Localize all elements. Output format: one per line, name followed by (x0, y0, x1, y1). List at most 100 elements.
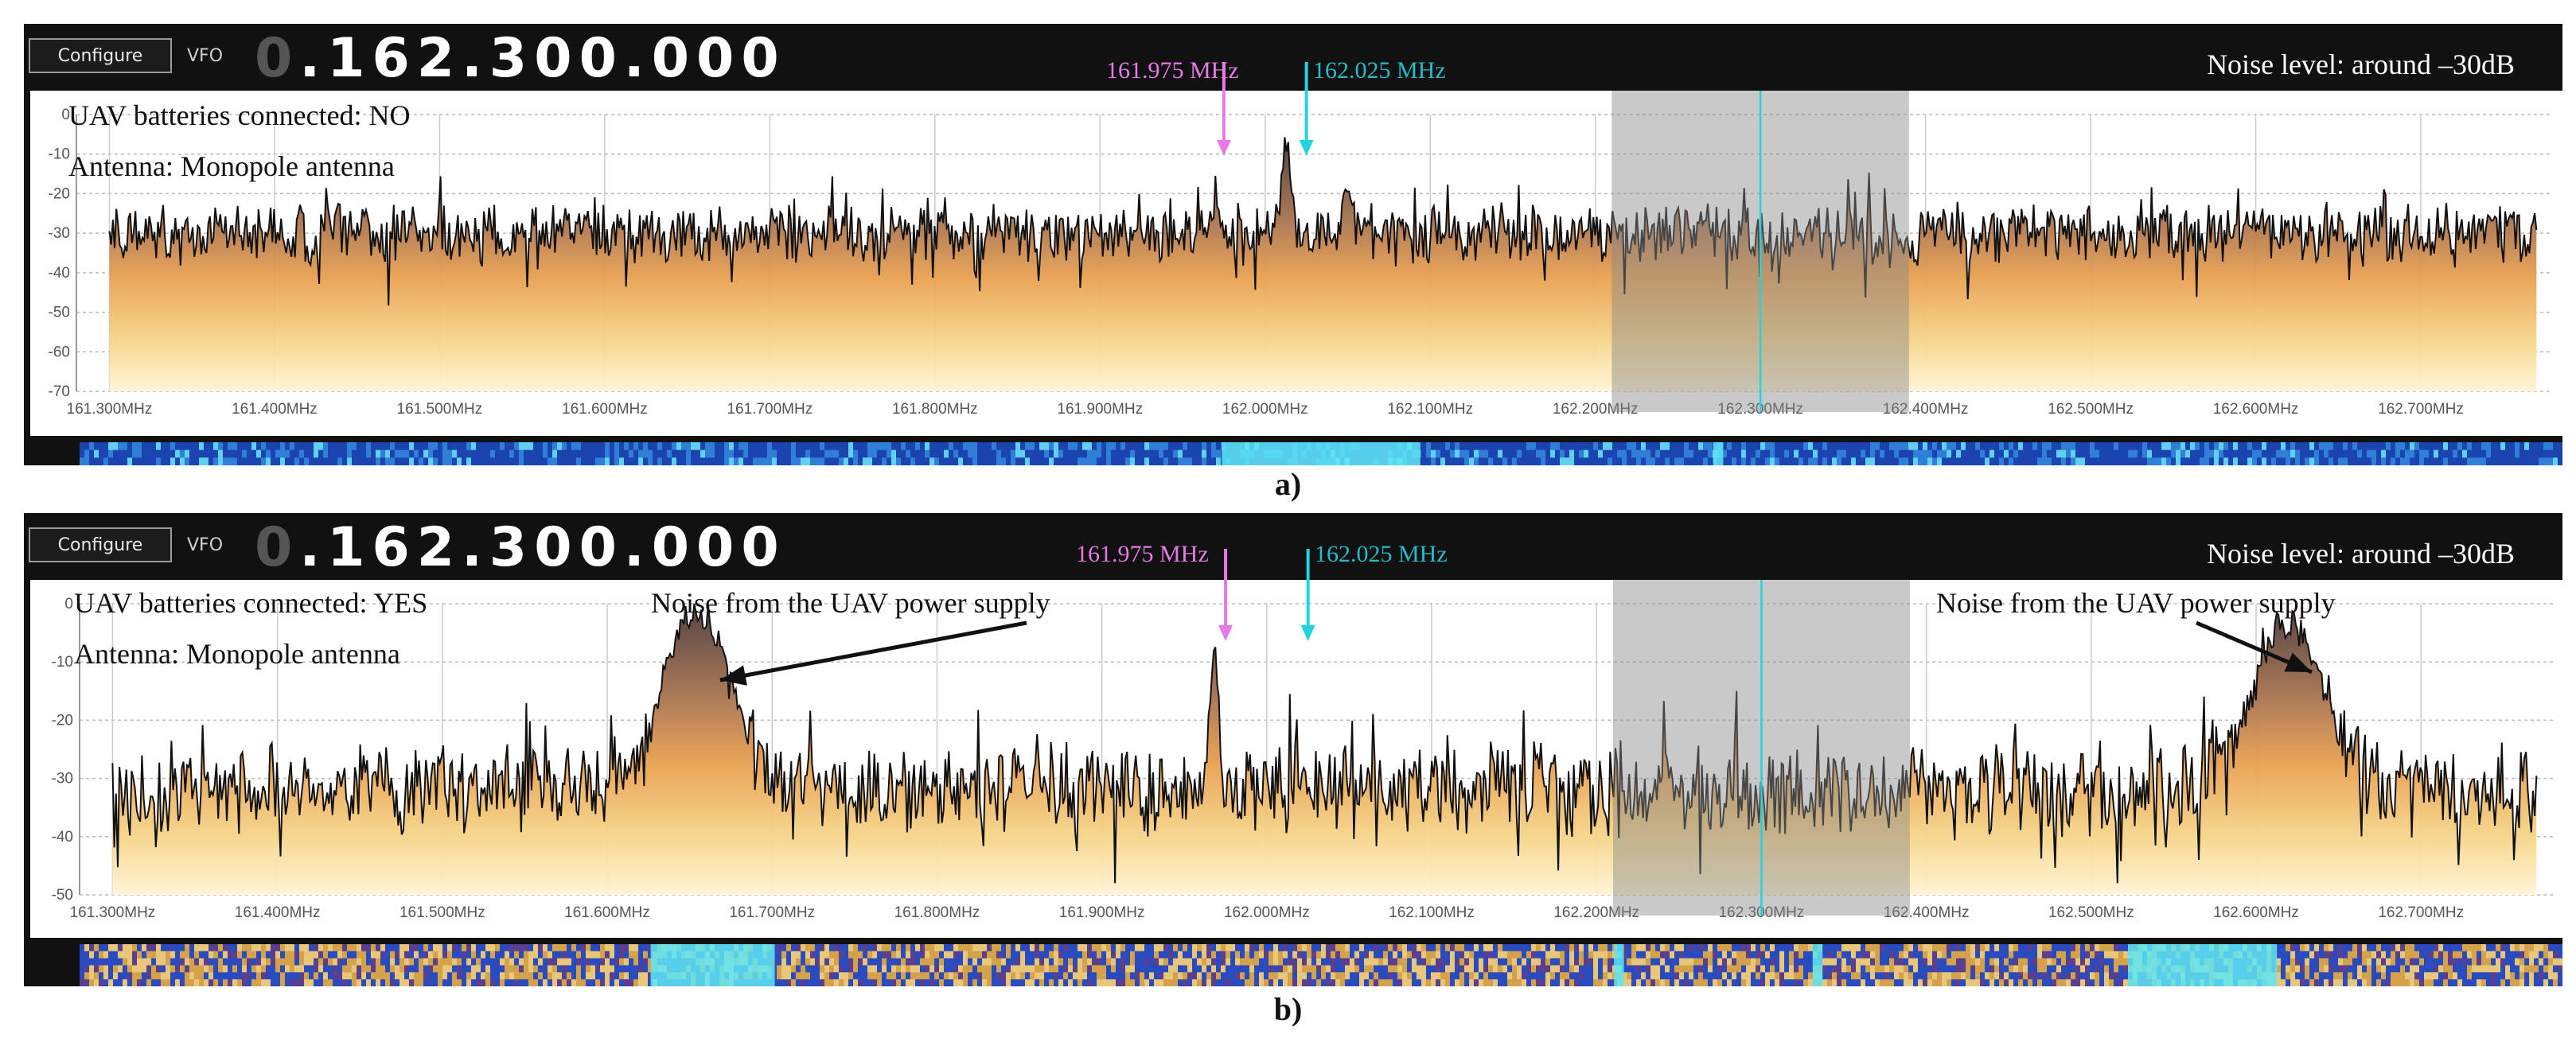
waterfall-cell (1693, 958, 1699, 966)
waterfall-cell (1407, 951, 1413, 959)
waterfall-cell (347, 449, 353, 458)
waterfall-cell (1378, 944, 1384, 952)
vfo-frequency[interactable]: 0.162.300.000 (255, 516, 786, 579)
waterfall-cell (710, 442, 715, 451)
waterfall-cell (1569, 972, 1575, 980)
waterfall-cell (2305, 442, 2310, 451)
waterfall-cell (1350, 958, 1355, 966)
waterfall-cell (1541, 449, 1546, 458)
waterfall-cell (256, 951, 262, 959)
waterfall-cell (175, 944, 181, 952)
waterfall-cell (108, 457, 114, 465)
waterfall-cell (696, 449, 701, 458)
waterfall-cell (571, 449, 577, 458)
waterfall-cell (1249, 979, 1255, 986)
waterfall-cell (2324, 449, 2329, 458)
waterfall-cell (146, 979, 152, 986)
waterfall-cell (108, 965, 114, 973)
spectrum-plot[interactable]: 0 -10 -20 -30 -40 -50 161.300MHz 161.400MHz 161.… (30, 580, 2562, 938)
waterfall-cell (1899, 449, 1904, 458)
waterfall-cell (1674, 944, 1680, 952)
waterfall-cell (2338, 965, 2344, 973)
waterfall-cell (1445, 979, 1451, 986)
waterfall-cell (1498, 449, 1503, 458)
waterfall-cell (1517, 944, 1522, 952)
waterfall-cell (2357, 958, 2363, 966)
waterfall-cell (419, 442, 424, 451)
waterfall-cell (1722, 944, 1728, 952)
waterfall-cell (2472, 457, 2477, 465)
waterfall-cell (1985, 979, 1990, 986)
waterfall-cell (1082, 442, 1088, 451)
waterfall-cell (118, 449, 123, 458)
waterfall-cell (1178, 442, 1183, 451)
waterfall-cell (2515, 965, 2520, 973)
waterfall-cell (1378, 972, 1384, 980)
waterfall-cell (1125, 449, 1131, 458)
waterfall-cell (1149, 958, 1155, 966)
waterfall-cell (1622, 979, 1627, 986)
waterfall-cell (1106, 944, 1112, 952)
waterfall-cell (1884, 944, 1890, 952)
waterfall-cell (1168, 944, 1174, 952)
waterfall-cell (1803, 958, 1809, 966)
waterfall-cell (376, 951, 381, 959)
waterfall-cell (829, 965, 835, 973)
waterfall-cell (213, 944, 219, 952)
waterfall-cell (2200, 442, 2205, 451)
waterfall-cell (2429, 958, 2434, 966)
waterfall-cell (385, 965, 391, 973)
waterfall-cell (2491, 449, 2496, 458)
waterfall-cell (1087, 944, 1093, 952)
waterfall-cell (2352, 442, 2358, 451)
waterfall-cell (2305, 965, 2310, 973)
configure-button[interactable]: Configure (29, 527, 172, 562)
waterfall-cell (1703, 449, 1709, 458)
waterfall-cell (1015, 449, 1021, 458)
waterfall-cell (2309, 965, 2315, 973)
waterfall-cell (2171, 457, 2177, 465)
waterfall-cell (1383, 951, 1389, 959)
waterfall-cell (1536, 449, 1541, 458)
waterfall-cell (2558, 442, 2562, 451)
waterfall-cell (514, 457, 520, 465)
waterfall-cell (1822, 958, 1828, 966)
waterfall-cell (1283, 944, 1288, 952)
waterfall-cell (1221, 951, 1226, 959)
configure-button[interactable]: Configure (29, 38, 172, 73)
waterfall-cell (285, 965, 290, 973)
spectrum-plot[interactable]: 0 -10 -20 -30 -40 -50 -60 -70 161.300MHz 161.400M… (30, 91, 2562, 436)
waterfall-cell (1808, 979, 1814, 986)
waterfall-cell (228, 972, 233, 980)
waterfall-cell (1120, 442, 1126, 451)
waterfall-cell (208, 979, 214, 986)
waterfall-cell (2500, 457, 2506, 465)
waterfall-cell (1240, 951, 1245, 959)
waterfall-cell (1775, 457, 1780, 465)
waterfall-cell (533, 958, 539, 966)
waterfall-cell (1646, 457, 1651, 465)
waterfall-cell (1660, 944, 1666, 952)
waterfall-cell (1650, 951, 1656, 959)
waterfall-cell (166, 972, 171, 980)
waterfall-cell (1326, 979, 1331, 986)
waterfall-cell (1765, 979, 1771, 986)
waterfall-cell (2515, 457, 2520, 465)
waterfall-cell (94, 449, 99, 458)
vfo-frequency[interactable]: 0.162.300.000 (255, 27, 786, 90)
waterfall-cell (113, 457, 119, 465)
waterfall-cell (1054, 442, 1059, 451)
waterfall-cell (624, 972, 629, 980)
waterfall-cell (1087, 951, 1093, 959)
waterfall-cell (2524, 965, 2530, 973)
waterfall-cell (1054, 944, 1059, 952)
waterfall-cell (2558, 457, 2562, 465)
waterfall-cell (1708, 972, 1713, 980)
waterfall-cell (2300, 979, 2305, 986)
waterfall-cell (1975, 965, 1981, 973)
waterfall-cell (619, 449, 625, 458)
waterfall-cell (1603, 944, 1608, 952)
waterfall-cell (2438, 449, 2444, 458)
waterfall-cell (2095, 958, 2100, 966)
waterfall-cell (2505, 958, 2511, 966)
